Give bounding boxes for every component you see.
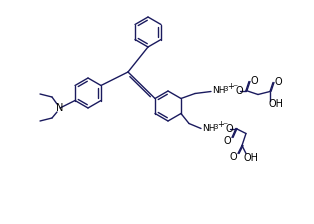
Text: +: + (217, 120, 224, 129)
Text: O: O (224, 136, 232, 146)
Text: NH: NH (212, 86, 225, 95)
Text: ⁻: ⁻ (222, 121, 227, 131)
Text: 3: 3 (223, 86, 227, 91)
Text: O: O (251, 75, 259, 86)
Text: O: O (230, 151, 238, 162)
Text: O: O (236, 86, 244, 95)
Text: ⁻: ⁻ (232, 84, 237, 93)
Text: OH: OH (269, 99, 284, 108)
Text: NH: NH (202, 124, 215, 133)
Text: O: O (275, 77, 283, 86)
Text: N: N (56, 103, 64, 113)
Text: 3: 3 (213, 123, 218, 129)
Text: OH: OH (244, 153, 259, 162)
Text: +: + (227, 82, 234, 91)
Text: O: O (226, 123, 234, 134)
